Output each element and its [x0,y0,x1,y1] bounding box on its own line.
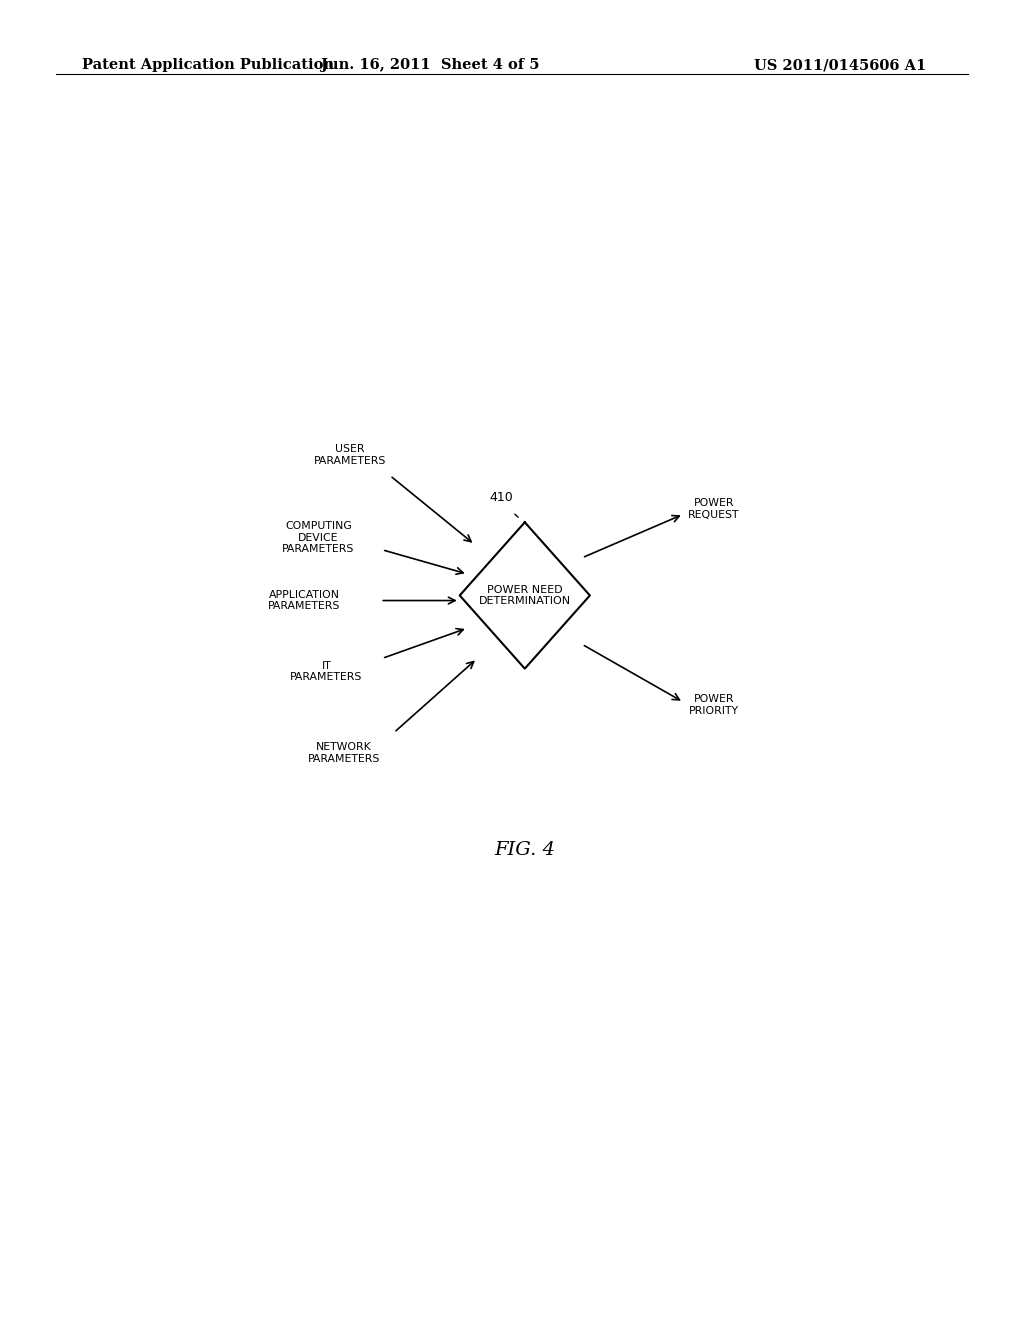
Text: Jun. 16, 2011  Sheet 4 of 5: Jun. 16, 2011 Sheet 4 of 5 [321,58,540,73]
Text: US 2011/0145606 A1: US 2011/0145606 A1 [754,58,926,73]
Text: NETWORK
PARAMETERS: NETWORK PARAMETERS [307,742,380,764]
Text: COMPUTING
DEVICE
PARAMETERS: COMPUTING DEVICE PARAMETERS [283,521,354,554]
Text: 410: 410 [489,491,513,504]
Text: Patent Application Publication: Patent Application Publication [82,58,334,73]
Text: IT
PARAMETERS: IT PARAMETERS [290,661,362,682]
Text: APPLICATION
PARAMETERS: APPLICATION PARAMETERS [268,590,340,611]
Text: POWER
PRIORITY: POWER PRIORITY [689,694,738,715]
Text: FIG. 4: FIG. 4 [495,841,555,858]
Text: POWER NEED
DETERMINATION: POWER NEED DETERMINATION [479,585,570,606]
Text: USER
PARAMETERS: USER PARAMETERS [314,445,386,466]
Text: POWER
REQUEST: POWER REQUEST [688,498,739,520]
